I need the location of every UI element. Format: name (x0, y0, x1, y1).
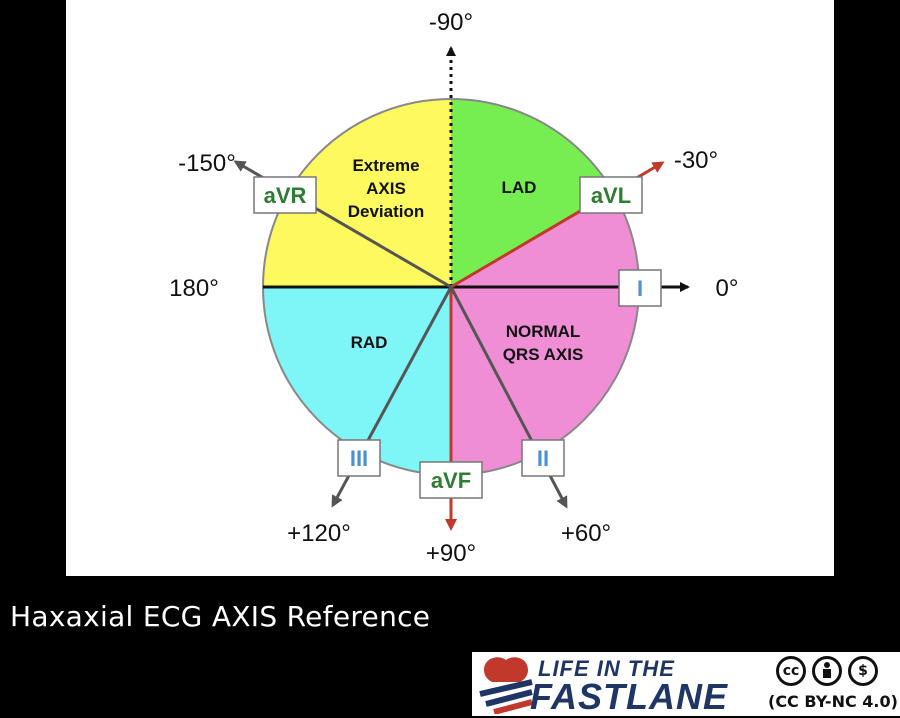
lad-label: LAD (502, 178, 537, 197)
license-text: (CC BY-NC 4.0) (768, 692, 898, 711)
extreme-axis-sector (263, 99, 451, 287)
heart-stripes-icon (479, 657, 533, 714)
extreme-axis-label-2: AXIS (366, 179, 406, 198)
normal-axis-sector (451, 193, 639, 475)
rad-label: RAD (351, 333, 388, 352)
angle-plus60: +60° (561, 520, 611, 547)
normal-axis-label-2: QRS AXIS (503, 345, 584, 364)
lifeinthefastlane-logo: LIFE IN THE FASTLANE cc $ (CC BY-NC 4.0) (472, 652, 900, 717)
logo-line-1: LIFE IN THE (538, 656, 675, 681)
lad-sector (451, 99, 614, 287)
angle-minus90: -90° (429, 9, 473, 36)
angle-plus120: +120° (287, 520, 351, 547)
avf-lead-box: aVF (419, 461, 483, 499)
rad-sector (263, 287, 451, 475)
logo-line-2: FASTLANE (530, 676, 729, 717)
lead-iii-box: III (337, 439, 381, 477)
lead-i-box: I (618, 269, 662, 307)
avf-lead-label: aVF (431, 468, 471, 493)
lead-ii-box: II (521, 439, 565, 477)
caption-text: Haxaxial ECG AXIS Reference (10, 600, 431, 633)
avl-lead-label: aVL (591, 183, 631, 208)
extreme-axis-label-1: Extreme (352, 156, 419, 175)
avr-lead-label: aVR (264, 183, 307, 208)
nc-icon: $ (848, 656, 878, 686)
angle-minus150: -150° (178, 150, 236, 177)
diagram-panel: Extreme AXIS Deviation LAD RAD NORMAL QR… (66, 0, 834, 576)
angle-0: 0° (716, 275, 739, 302)
normal-axis-label-1: NORMAL (506, 322, 581, 341)
avl-lead-box: aVL (579, 176, 643, 214)
angle-180: 180° (169, 275, 219, 302)
lead-iii-label: III (350, 446, 368, 471)
extreme-axis-label-3: Deviation (348, 202, 425, 221)
avr-lead-box: aVR (253, 176, 317, 214)
angle-minus30: -30° (674, 147, 718, 174)
angle-plus90: +90° (426, 540, 476, 567)
cc-icon: cc (776, 656, 806, 686)
by-icon (812, 656, 842, 686)
hexaxial-diagram: Extreme AXIS Deviation LAD RAD NORMAL QR… (169, 9, 739, 567)
lead-ii-label: II (537, 446, 549, 471)
lead-i-label: I (637, 276, 643, 301)
